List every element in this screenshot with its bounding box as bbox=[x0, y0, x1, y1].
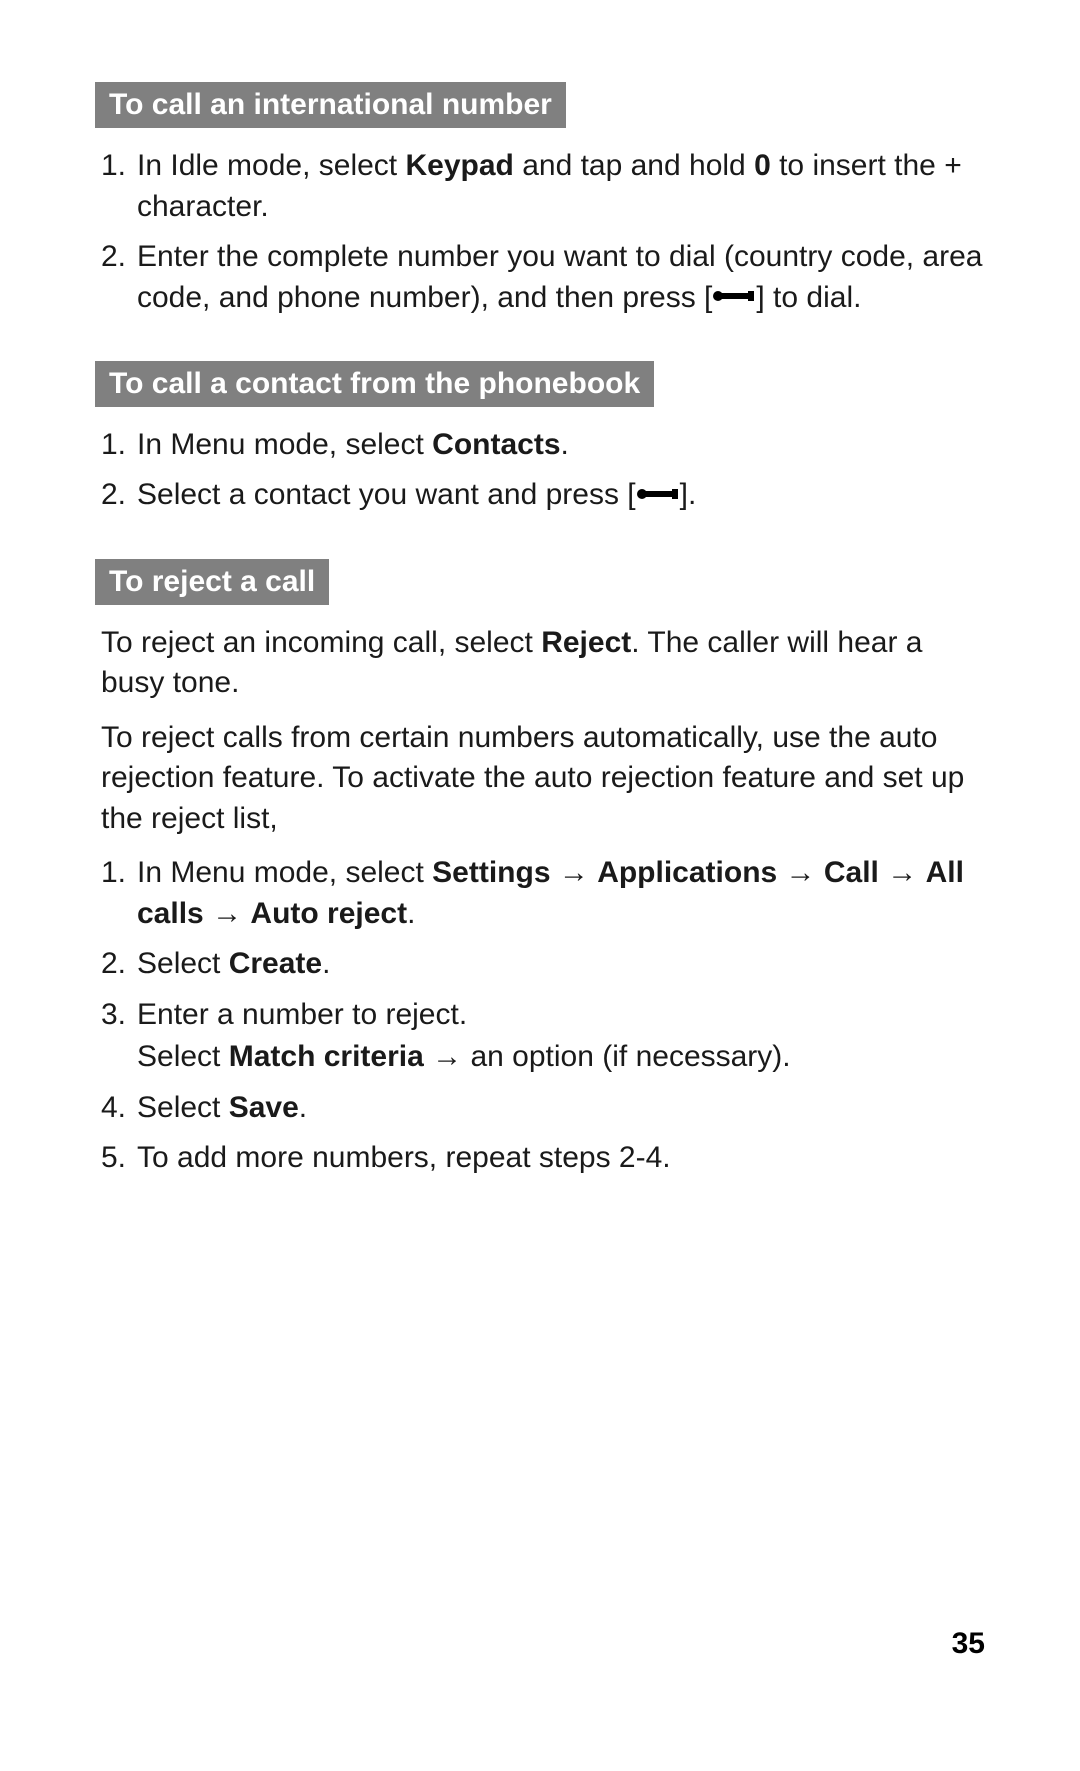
step-text: In Idle mode, select Keypad and tap and … bbox=[137, 146, 985, 227]
step-text: In Menu mode, select Contacts. bbox=[137, 425, 985, 466]
paragraph: To reject an incoming call, select Rejec… bbox=[95, 623, 985, 704]
list-item: 2. Select a contact you want and press [… bbox=[95, 475, 985, 516]
step-list: 1. In Menu mode, select Settings → Appli… bbox=[95, 853, 985, 1179]
list-item: 5. To add more numbers, repeat steps 2-4… bbox=[95, 1138, 985, 1179]
call-key-icon bbox=[712, 276, 756, 317]
step-text: Select Create. bbox=[137, 944, 985, 985]
step-text: To add more numbers, repeat steps 2-4. bbox=[137, 1138, 985, 1179]
step-number: 2. bbox=[101, 475, 137, 516]
step-text: In Menu mode, select Settings → Applicat… bbox=[137, 853, 985, 934]
step-number: 3. bbox=[101, 995, 137, 1036]
list-item: 4. Select Save. bbox=[95, 1088, 985, 1129]
list-item: 2. Enter the complete number you want to… bbox=[95, 237, 985, 319]
step-text: Select Save. bbox=[137, 1088, 985, 1129]
section-header-international: To call an international number bbox=[95, 82, 566, 128]
list-item: 2. Select Create. bbox=[95, 944, 985, 985]
list-item: 1. In Idle mode, select Keypad and tap a… bbox=[95, 146, 985, 227]
list-item: 3. Enter a number to reject. Select Matc… bbox=[95, 995, 985, 1078]
section-header-phonebook: To call a contact from the phonebook bbox=[95, 361, 654, 407]
step-list: 1. In Idle mode, select Keypad and tap a… bbox=[95, 146, 985, 319]
step-number: 1. bbox=[101, 146, 137, 187]
step-number: 1. bbox=[101, 853, 137, 894]
page-number: 35 bbox=[952, 1627, 985, 1661]
step-number: 1. bbox=[101, 425, 137, 466]
paragraph: To reject calls from certain numbers aut… bbox=[95, 718, 985, 840]
step-text: Enter a number to reject. Select Match c… bbox=[137, 995, 985, 1078]
section-header-reject: To reject a call bbox=[95, 559, 329, 605]
step-number: 4. bbox=[101, 1088, 137, 1129]
step-text: Enter the complete number you want to di… bbox=[137, 237, 985, 319]
list-item: 1. In Menu mode, select Contacts. bbox=[95, 425, 985, 466]
step-number: 2. bbox=[101, 237, 137, 278]
call-key-icon bbox=[636, 474, 680, 515]
page-content: To call an international number 1. In Id… bbox=[0, 0, 1080, 1179]
step-number: 2. bbox=[101, 944, 137, 985]
step-number: 5. bbox=[101, 1138, 137, 1179]
step-list: 1. In Menu mode, select Contacts. 2. Sel… bbox=[95, 425, 985, 517]
list-item: 1. In Menu mode, select Settings → Appli… bbox=[95, 853, 985, 934]
step-text: Select a contact you want and press []. bbox=[137, 475, 985, 516]
